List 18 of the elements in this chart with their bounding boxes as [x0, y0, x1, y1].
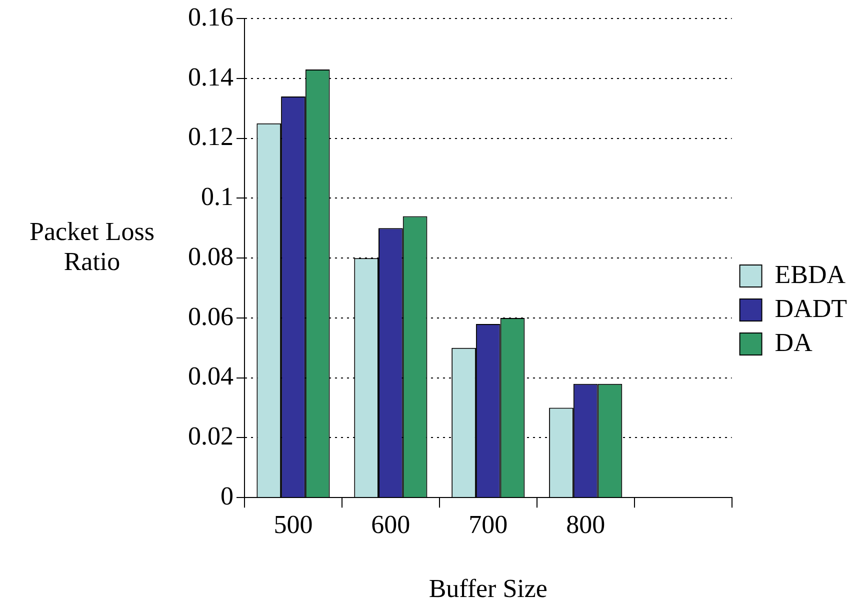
x-tick-label: 700 — [468, 510, 508, 540]
y-tick-label: 0 — [220, 481, 234, 510]
y-axis-title: Packet Loss Ratio — [30, 216, 154, 276]
y-tick-label: 0.06 — [188, 302, 234, 331]
y-tick-label: 0.12 — [188, 122, 234, 152]
y-tick-label: 0.08 — [188, 242, 234, 271]
y-tick-label: 0.16 — [188, 2, 234, 32]
y-tick-label: 0.1 — [201, 182, 234, 212]
legend-label: DADT — [774, 294, 848, 323]
y-tick-label: 0.14 — [188, 62, 234, 92]
y-tick-label: 0.04 — [188, 362, 234, 391]
legend-label: EBDA — [774, 260, 846, 289]
x-tick-label: 800 — [566, 510, 606, 540]
y-tick-label: 0.02 — [188, 422, 234, 451]
x-tick-label: 600 — [371, 510, 410, 540]
x-axis-title: Buffer Size — [428, 574, 548, 604]
legend-label: DA — [774, 328, 813, 357]
x-tick-label: 500 — [274, 510, 313, 540]
